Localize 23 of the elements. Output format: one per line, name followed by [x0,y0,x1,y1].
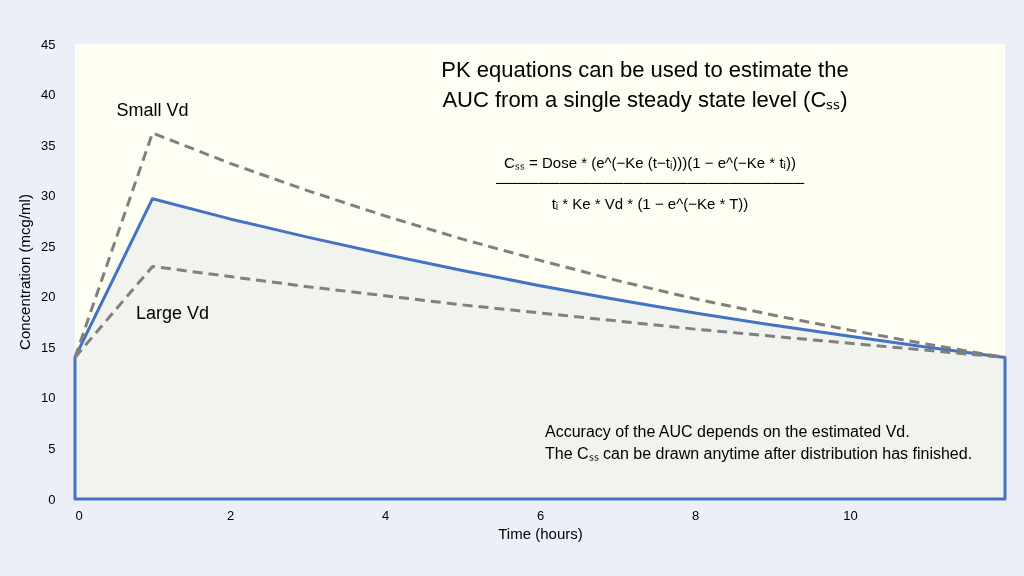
y-tick-label: 15 [41,339,56,355]
y-tick-label: 25 [41,238,56,254]
x-tick-label: 10 [843,507,858,523]
y-tick-label: 10 [41,390,56,406]
y-axis-title: Concentration (mcg/ml) [16,194,34,350]
y-tick-label: 45 [41,36,56,52]
y-tick-label: 20 [41,289,56,305]
y-tick-label: 35 [41,137,56,153]
y-tick-label: 0 [48,491,56,507]
y-tick-label: 30 [41,188,56,204]
x-tick-label: 0 [75,507,83,523]
x-tick-label: 4 [381,507,390,523]
x-tick-label: 2 [226,507,235,523]
x-tick-label: 6 [536,507,545,523]
annotation: Accuracy of the AUC depends on the estimated Vd. The Cₛₛ can be drawn anytime after distribution has finished. [545,423,973,462]
series-label: Small Vd [116,99,189,120]
y-tick-label: 5 [48,440,56,456]
series-label: Large Vd [135,303,210,324]
x-axis-title: Time (hours) [498,524,583,542]
annotation: PK equations can be used to estimate the AUC from a single steady state level (Cₛₛ) [441,57,849,112]
y-tick-label: 40 [41,87,56,103]
x-tick-label: 8 [691,507,700,523]
annotation: Cₛₛ = Dose * (e^(−Ke (t−tᵢ)))(1 − e^(−Ke * tᵢ)) ───────────────────────────── tᵢ * Ke * Vd * (1 − e^(−Ke * T)) [494,154,805,212]
